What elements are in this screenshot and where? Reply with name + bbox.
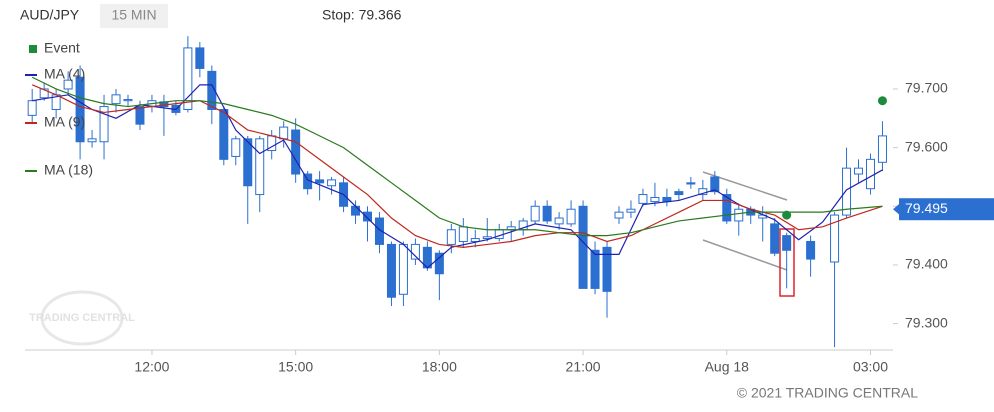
candle-body (470, 238, 480, 242)
candle-body (255, 138, 265, 196)
candle-body (854, 167, 864, 175)
y-tick-label: 79.600 (905, 138, 948, 154)
x-tick-label: 21:00 (566, 359, 601, 375)
chart-title: AUD/JPY (20, 7, 80, 23)
candle-body (183, 47, 193, 110)
candle-body (865, 158, 875, 190)
watermark: TRADING CENTRAL (29, 290, 135, 346)
candle-body (386, 243, 396, 298)
copyright: © 2021 TRADING CENTRAL (737, 385, 918, 401)
candle-body (530, 205, 540, 222)
candle-body (363, 211, 373, 222)
candle-body (351, 205, 361, 216)
candle-body (458, 226, 468, 242)
y-tick-label: 79.400 (905, 256, 948, 272)
last-price-label: 79.495 (905, 200, 948, 216)
candle-body (877, 135, 887, 163)
candle-body (602, 246, 612, 292)
candle-body (734, 208, 744, 222)
candle-body (830, 214, 840, 263)
legend-label: MA (4) (44, 66, 85, 82)
signal-box (779, 228, 795, 297)
candle-body (626, 208, 636, 213)
candle-body (638, 194, 648, 204)
candle-body (482, 236, 492, 240)
candle-body (99, 106, 109, 143)
candle-body (279, 126, 289, 140)
candle-body (782, 235, 792, 251)
candle-body (327, 179, 337, 187)
candle-body (614, 211, 624, 219)
candle-body (806, 240, 816, 260)
candle-body (650, 196, 660, 203)
candle-body (27, 100, 37, 116)
candle-body (446, 229, 456, 245)
candle-body (842, 167, 852, 216)
candle-body (135, 106, 145, 125)
trend-line (702, 239, 788, 271)
candle-body (770, 223, 780, 254)
stop-label: Stop: 79.366 (322, 7, 402, 23)
candle-body (710, 176, 720, 193)
candle-body (434, 252, 444, 275)
legend-swatch (29, 45, 37, 53)
candle-body (291, 129, 301, 175)
last-price-box (899, 198, 994, 221)
y-tick-label: 79.700 (905, 80, 948, 96)
event-marker (877, 96, 887, 106)
candle-body (219, 108, 229, 160)
ma-line (31, 76, 883, 237)
interval: 15 MIN (111, 7, 156, 23)
x-tick-label: Aug 18 (705, 359, 750, 375)
candle-body (39, 88, 49, 99)
candle-body (374, 217, 384, 245)
candle-body (674, 191, 684, 196)
candle-body (578, 205, 588, 289)
candle-body (243, 138, 253, 187)
candle-body (75, 76, 85, 143)
candle-body (63, 79, 73, 90)
candle-body (542, 205, 552, 222)
watermark-ring (40, 290, 124, 346)
x-tick-label: 12:00 (134, 359, 169, 375)
candle-body (722, 194, 732, 222)
candle-body (590, 249, 600, 289)
event-marker (782, 210, 792, 220)
ma-line (31, 84, 883, 248)
candle-body (87, 138, 97, 143)
candle-body (195, 47, 205, 69)
candle-body (686, 182, 696, 185)
legend: Event MA (4) MA (9) MA (18) (25, 40, 93, 178)
legend-label: MA (9) (44, 114, 85, 130)
legend-label: Event (44, 40, 80, 56)
candle-body (566, 208, 576, 225)
x-tick-label: 15:00 (278, 359, 313, 375)
x-tick-label: 03:00 (853, 359, 888, 375)
last-price-arrow (893, 203, 900, 216)
x-tick-label: 18:00 (422, 359, 457, 375)
candle-body (398, 243, 408, 295)
interval-badge (100, 4, 168, 28)
candle-body (111, 94, 121, 105)
ma-line (32, 84, 883, 269)
legend-label: MA (18) (44, 162, 93, 178)
y-tick-label: 79.300 (905, 314, 948, 330)
candle-body (554, 217, 564, 225)
candle-body (207, 70, 217, 110)
candle-body (231, 138, 241, 157)
candle-body (315, 179, 325, 184)
watermark-text: TRADING CENTRAL (29, 312, 135, 324)
candle-body (123, 99, 133, 102)
